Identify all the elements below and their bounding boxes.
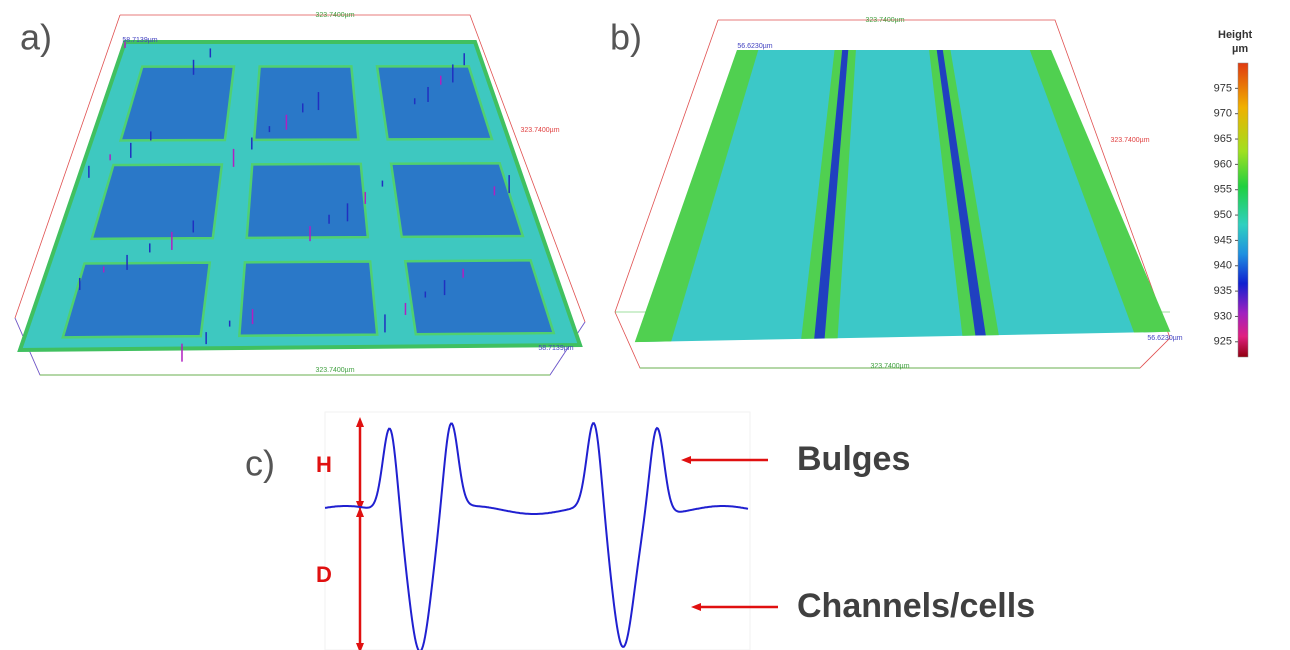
cell — [63, 263, 210, 338]
colorbar: Height µm 975 970 965 960 955 950 945 940 935 930… — [1214, 29, 1253, 357]
panel-b: 323.7400µm 323.7400µm 323.7400µm 56.6230µm 5… — [615, 17, 1183, 370]
dimension-label: 323.7400µm — [870, 363, 909, 370]
colorbar-unit: µm — [1232, 43, 1248, 55]
colorbar-tick-label: 955 — [1214, 184, 1232, 196]
bulges-label: Bulges — [797, 440, 910, 478]
depth-label: D — [316, 562, 332, 587]
colorbar-tick-label: 945 — [1214, 234, 1232, 246]
colorbar-tick-label: 940 — [1214, 260, 1232, 272]
colorbar-tick-label: 925 — [1214, 336, 1232, 348]
colorbar-tick-label: 930 — [1214, 310, 1232, 322]
colorbar-tick-label: 975 — [1214, 82, 1232, 94]
colorbar-gradient — [1238, 63, 1248, 357]
colorbar-tick-label: 950 — [1214, 209, 1232, 221]
dimension-label: 323.7400µm — [520, 127, 559, 134]
colorbar-tick-label: 960 — [1214, 158, 1232, 170]
dimension-label: 58.7139µm — [538, 345, 573, 352]
dimension-label: 56.6230µm — [737, 43, 772, 50]
cell — [239, 261, 377, 335]
channels-label: Channels/cells — [797, 587, 1035, 625]
panel-a: 323.7400µm 323.7400µm 323.7400µm 58.7139µm 5… — [15, 12, 585, 375]
profile-frame — [325, 412, 750, 650]
dimension-label: 323.7400µm — [315, 367, 354, 374]
dimension-label: 58.7139µm — [122, 37, 157, 44]
colorbar-tick-label: 965 — [1214, 133, 1232, 145]
dimension-label: 323.7400µm — [865, 17, 904, 24]
dimension-label: 323.7400µm — [315, 12, 354, 19]
colorbar-tick-label: 970 — [1214, 108, 1232, 120]
cell — [247, 164, 368, 238]
colorbar-tick-label: 935 — [1214, 285, 1232, 297]
height-label: H — [316, 452, 332, 477]
cell — [405, 260, 553, 334]
panel-label: b) — [610, 17, 642, 58]
panel-label: a) — [20, 17, 52, 58]
panel-label: c) — [245, 443, 275, 484]
dimension-label: 323.7400µm — [1110, 137, 1149, 144]
cell — [391, 163, 523, 237]
dimension-label: 56.6230µm — [1147, 335, 1182, 342]
colorbar-title: Height — [1218, 29, 1253, 41]
figure: 323.7400µm 323.7400µm 323.7400µm 58.7139µm 5… — [0, 0, 1290, 650]
cell — [92, 165, 222, 239]
